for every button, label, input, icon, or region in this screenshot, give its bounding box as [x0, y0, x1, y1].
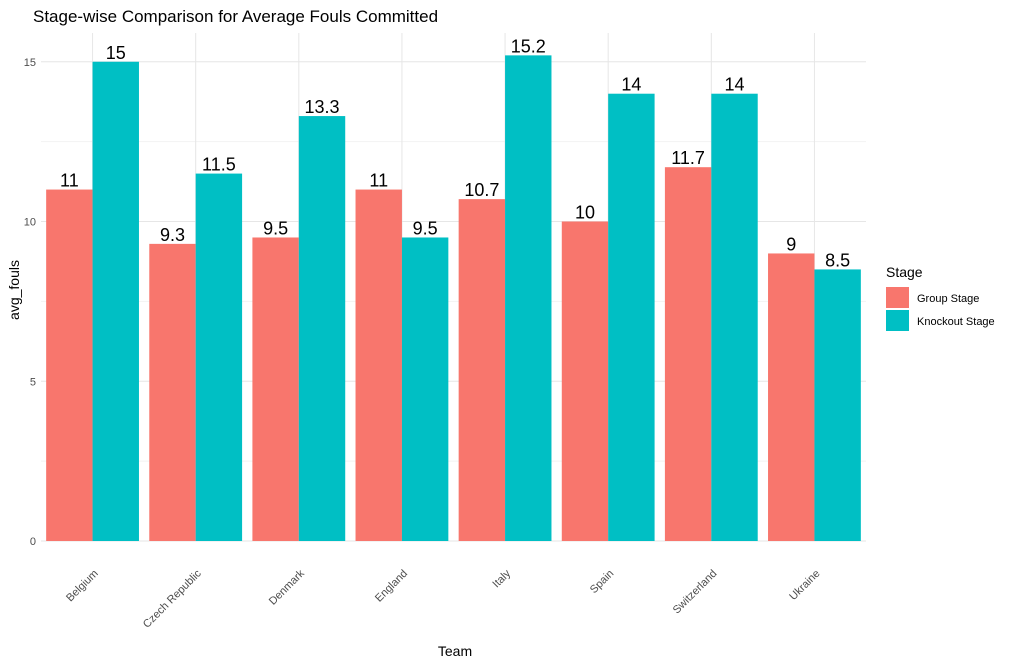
bar: [711, 93, 758, 541]
x-tick-label: Denmark: [267, 567, 307, 607]
x-axis-title: Team: [438, 643, 472, 659]
bar-value-label: 9.5: [263, 218, 288, 238]
y-axis: 0 5 10 15: [24, 57, 36, 548]
legend-label: Group Stage: [917, 293, 979, 305]
bar: [149, 243, 196, 541]
bar-value-label: 15.2: [511, 36, 546, 56]
x-axis: Belgium Czech Republic Denmark England Italy…: [64, 567, 822, 630]
legend-swatch: [886, 287, 909, 308]
legend-title: Stage: [886, 264, 923, 280]
bar-value-label: 10.7: [464, 180, 499, 200]
bar-value-label: 14: [621, 75, 641, 95]
bar: [458, 199, 506, 541]
bar-value-label: 13.3: [304, 97, 339, 117]
y-tick-label: 15: [24, 57, 36, 69]
legend: Stage Group Stage Knockout Stage: [886, 264, 995, 331]
bar: [561, 221, 609, 541]
bar: [298, 116, 346, 541]
legend-swatch: [886, 310, 909, 331]
bar-value-label: 15: [106, 43, 126, 63]
bar: [252, 237, 299, 542]
bar-value-label: 8.5: [825, 250, 850, 270]
y-axis-title: avg_fouls: [6, 260, 22, 320]
y-tick-label: 5: [30, 376, 36, 388]
bar: [401, 237, 449, 542]
x-tick-label: Switzerland: [671, 568, 720, 617]
bar: [505, 55, 552, 542]
x-tick-label: Spain: [588, 568, 616, 596]
x-tick-label: Ukraine: [787, 568, 822, 603]
bar: [355, 189, 402, 541]
bar-value-label: 10: [575, 203, 595, 223]
bars: [46, 55, 861, 542]
y-tick-label: 0: [30, 536, 36, 548]
bar-value-label: 9.5: [413, 218, 438, 238]
x-tick-label: Italy: [490, 567, 513, 590]
bar-value-label: 11: [60, 171, 79, 191]
bar: [664, 167, 712, 542]
x-tick-label: Czech Republic: [141, 567, 204, 630]
bar-value-label: 11.7: [671, 148, 705, 168]
bar-value-label: 9.3: [160, 225, 185, 245]
x-tick-label: England: [373, 568, 410, 605]
legend-label: Knockout Stage: [917, 316, 995, 328]
chart-title: Stage-wise Comparison for Average Fouls …: [33, 7, 438, 26]
bar-value-label: 14: [725, 75, 745, 95]
bar-value-label: 11: [369, 171, 388, 191]
bar: [92, 61, 139, 541]
bar: [195, 173, 243, 541]
bar-labels: 11 15 9.3 11.5 9.5 13.3 11 9.5 10.7 15.2 10 14 11.7 1…: [60, 36, 850, 270]
bar: [46, 189, 93, 541]
bar: [768, 253, 815, 542]
bar: [608, 93, 655, 541]
bar: [814, 269, 861, 541]
bar-value-label: 9: [786, 234, 796, 254]
bar-value-label: 11.5: [202, 155, 236, 175]
x-tick-label: Belgium: [64, 568, 101, 605]
y-tick-label: 10: [24, 217, 36, 229]
